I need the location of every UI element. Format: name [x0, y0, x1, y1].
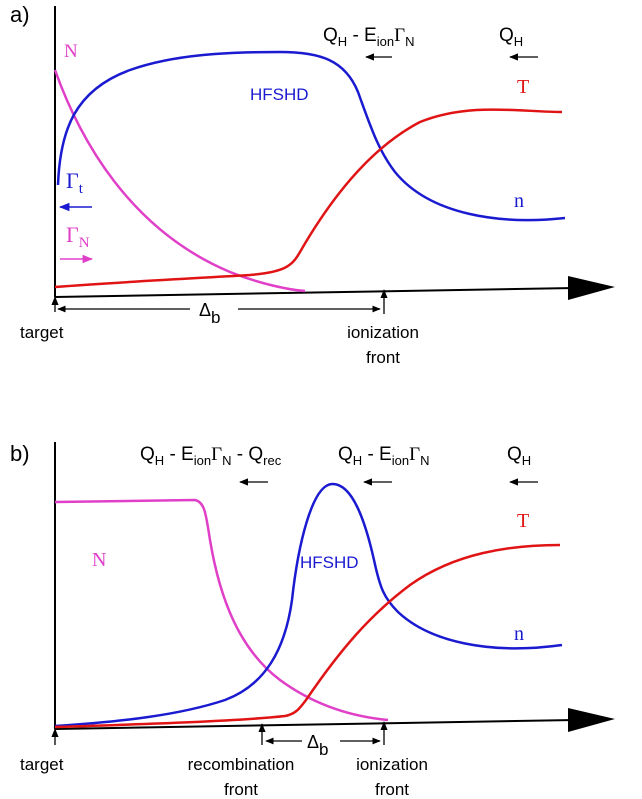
panel-b-flux-mid: QH - EionΓN [338, 444, 429, 468]
panel-b-label-n: n [514, 623, 524, 645]
panel-b-target-label: target [20, 755, 64, 774]
panel-a-ionization-label-1: ionization [347, 323, 419, 342]
panel-a-curve-n [56, 50, 566, 222]
panel-a-label: a) [10, 2, 30, 27]
panel-a-label-n: n [514, 190, 524, 212]
panel-a-flux-left: QH - EionΓN [323, 25, 414, 49]
panel-a-x-axis-arrowhead [568, 276, 615, 300]
panel-a-gamma-t: Γt [66, 168, 84, 197]
panel-a-label-T: T [517, 76, 529, 98]
panel-b-label: b) [10, 441, 30, 466]
panel-b-label-T: T [517, 510, 529, 532]
panel-b-label-N: N [92, 549, 106, 571]
panel-b-ionization-label-1: ionization [356, 755, 428, 774]
panel-b-curve-N [54, 498, 389, 722]
panel-b-flux-right: QH [507, 444, 531, 468]
panel-a-flux-right: QH [499, 25, 523, 49]
panel-b-curve-n [54, 482, 563, 728]
panel-a-ionization-label-2: front [366, 348, 400, 367]
panel-a-label-N: N [64, 41, 78, 62]
panel-a-x-axis [54, 287, 576, 298]
panel-b-x-axis-arrowhead [568, 708, 615, 732]
panel-b: b) N T n HFSHD QH - EionΓN - Qrec QH - E… [10, 441, 615, 799]
panel-b-label-hfshd: HFSHD [300, 553, 359, 572]
panel-b-recombination-label-1: recombination [188, 755, 295, 774]
panel-b-delta-label: Δb [307, 732, 329, 759]
panel-b-flux-left: QH - EionΓN - Qrec [140, 444, 282, 468]
panel-a-target-label: target [20, 323, 64, 342]
panel-b-ionization-label-2: front [375, 780, 409, 799]
panel-a-label-hfshd: HFSHD [250, 85, 309, 104]
panel-b-curve-T [54, 543, 561, 729]
panel-b-recombination-label-2: front [224, 780, 258, 799]
panel-a-curve-N [53, 69, 306, 293]
panel-a-curve-T [54, 108, 563, 289]
panel-a-delta-label: Δb [199, 300, 221, 327]
panel-a-gamma-N: ΓN [66, 222, 90, 251]
panel-b-x-axis [54, 719, 576, 730]
panel-a: a) N T n HFSHD Γt ΓN QH - EionΓN QH targ… [10, 2, 615, 367]
